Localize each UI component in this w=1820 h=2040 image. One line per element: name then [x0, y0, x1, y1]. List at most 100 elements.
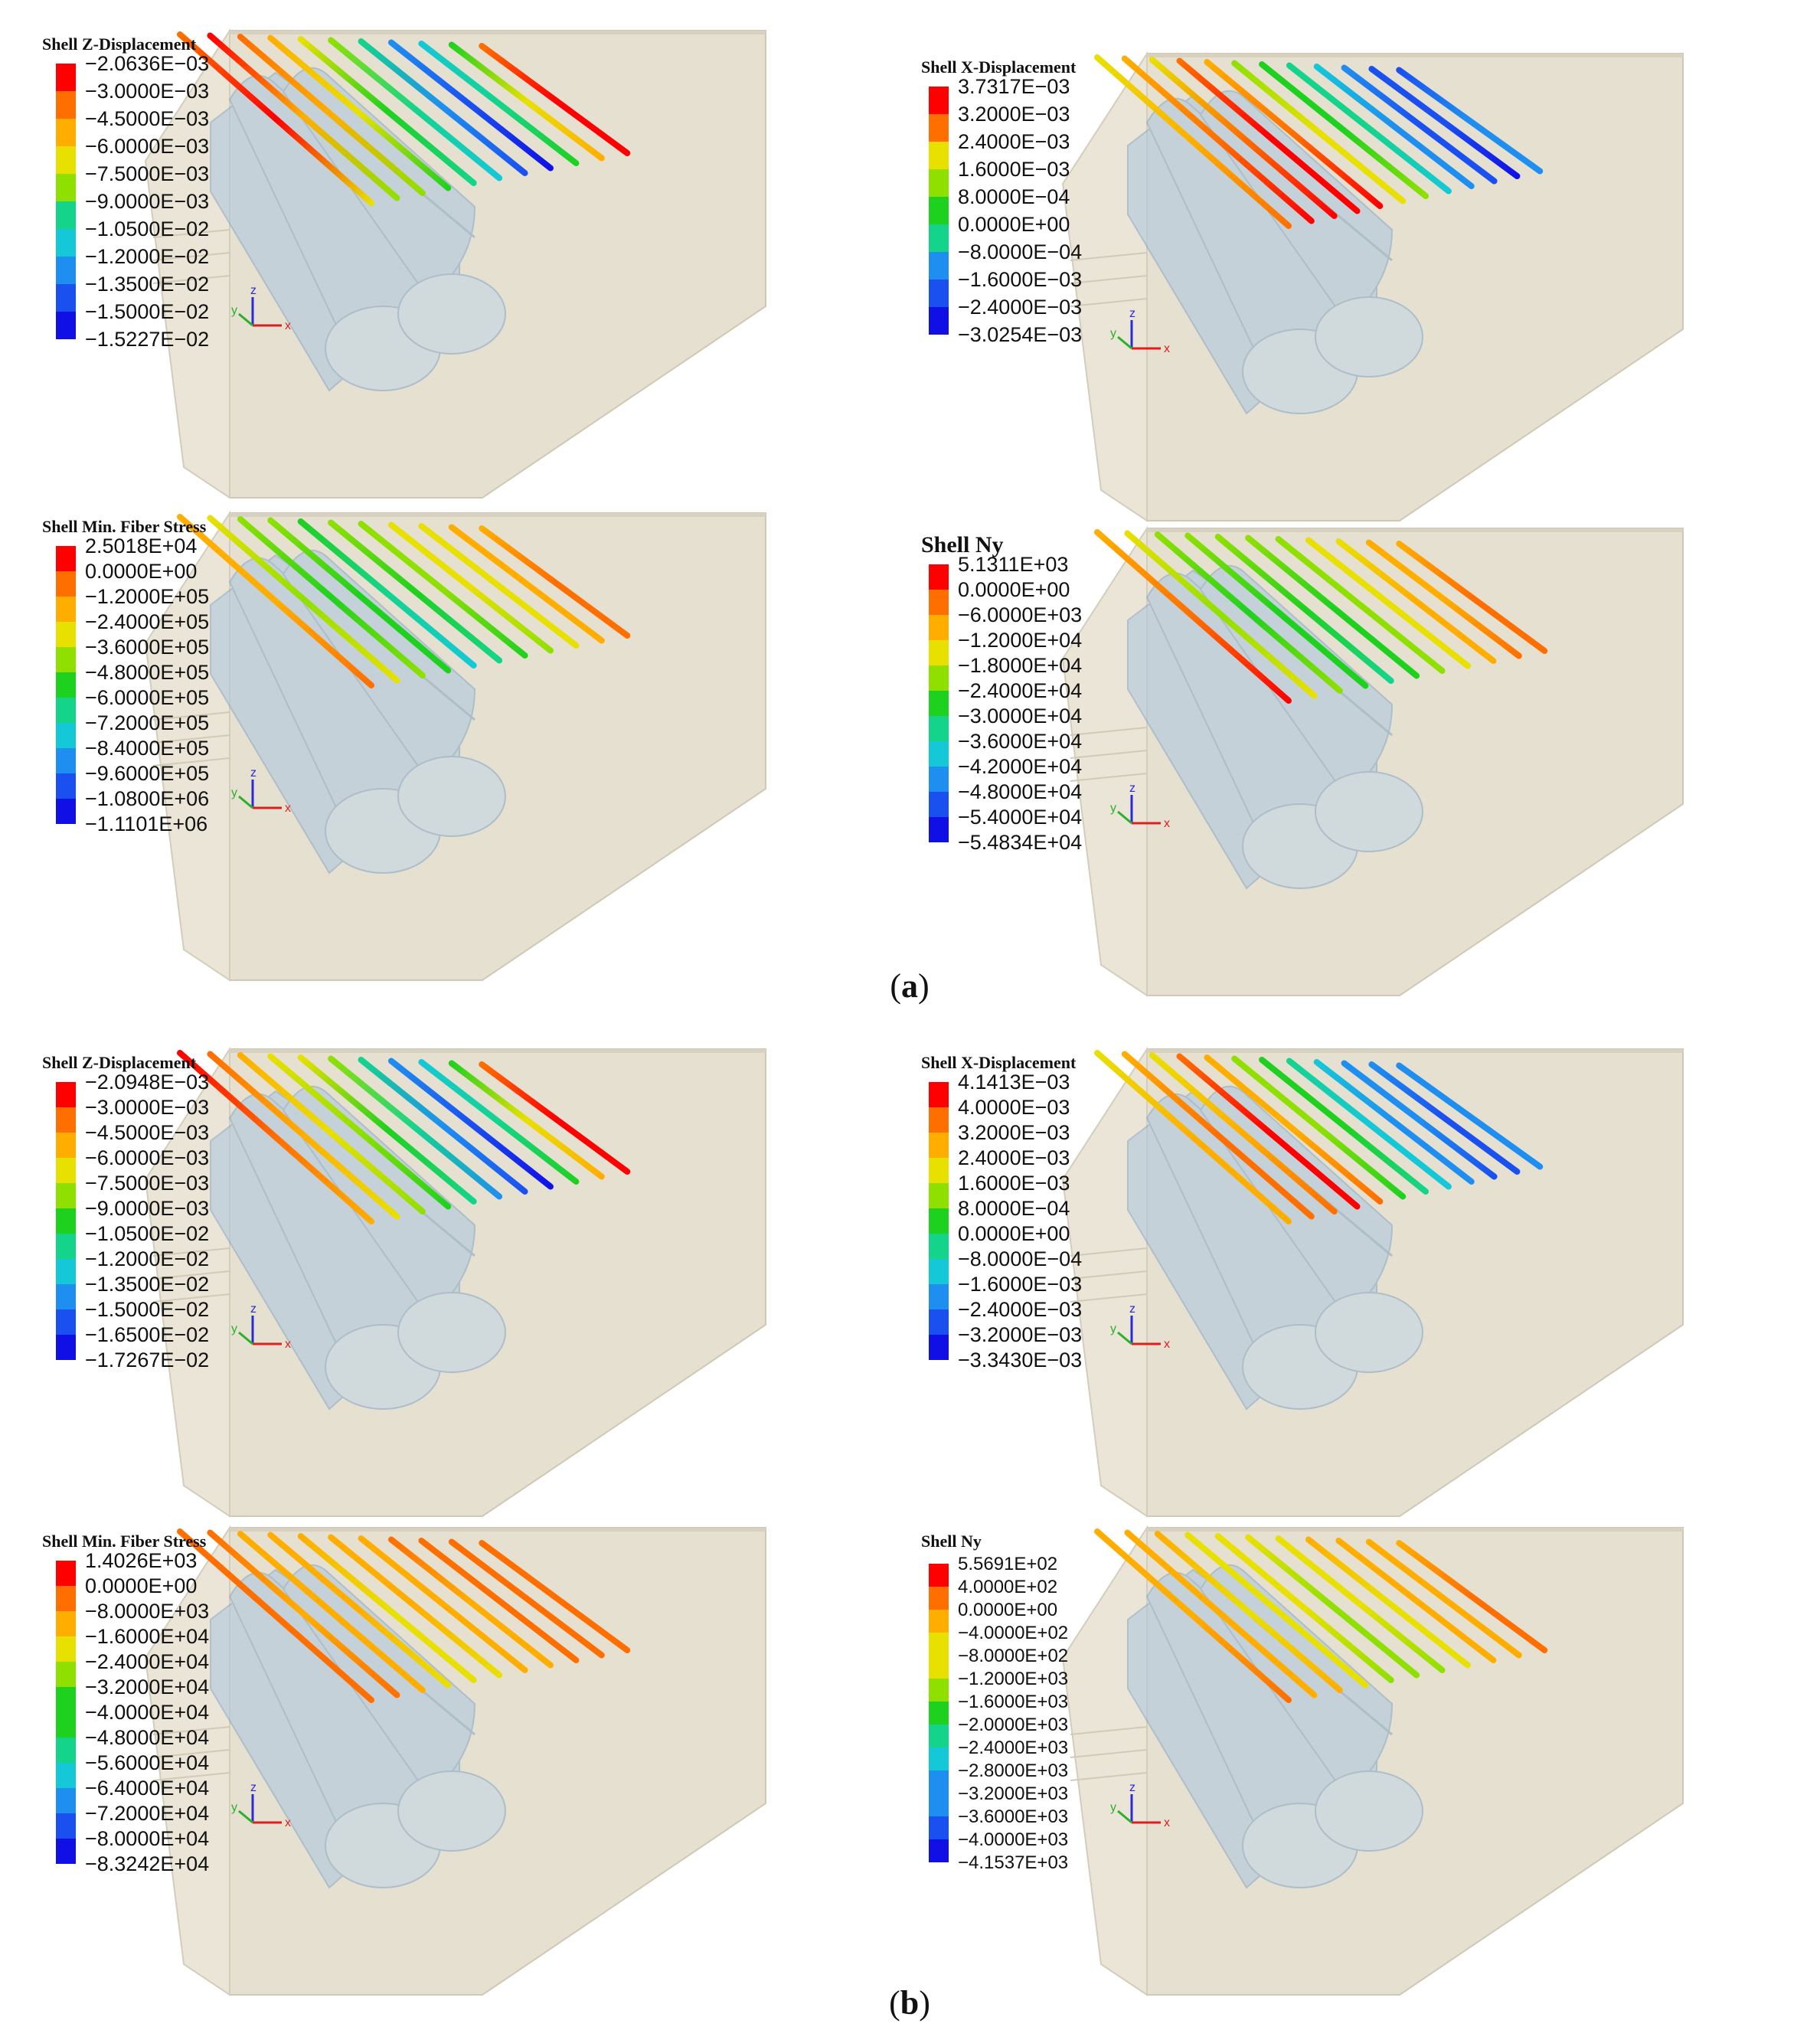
shell-line: [1184, 532, 1369, 689]
legend-swatch: [56, 64, 76, 91]
shell-line: [1121, 1051, 1315, 1220]
shell-line: [1275, 1535, 1446, 1673]
shell-line: [328, 1534, 503, 1679]
legend-tick-label: −1.6000E−03: [958, 268, 1083, 292]
legend-tick-label: 5.5691E+02: [958, 1553, 1058, 1574]
shell-line: [237, 516, 426, 678]
caption-b: (b): [889, 1984, 930, 2022]
soil-layer-line: [1070, 773, 1148, 782]
tunnel-end-right: [1315, 771, 1423, 852]
legend-tick-label: 8.0000E−04: [958, 1197, 1070, 1221]
tunnel-end-right: [397, 273, 506, 355]
legend-swatch: [929, 1725, 949, 1747]
shell-line: [479, 525, 631, 639]
axes-triad: z x y: [1109, 781, 1178, 842]
legend-swatch: [56, 1586, 76, 1611]
legend-tick-label: −7.2000E+05: [85, 711, 210, 735]
legend-swatch: [929, 1702, 949, 1725]
legend-tick-label: −1.6000E+04: [85, 1625, 210, 1649]
legend-tick-label: 8.0000E−04: [958, 185, 1070, 209]
legend-swatch: [929, 224, 949, 252]
legend-tick-label: −1.0500E−02: [85, 217, 210, 241]
shell-line: [358, 38, 528, 176]
legend-tick-label: −1.2000E+05: [85, 585, 210, 609]
shell-line: [418, 1059, 580, 1185]
legend-tick-label: −7.5000E−03: [85, 162, 210, 186]
legend-swatch: [56, 1763, 76, 1788]
shell-line: [1259, 61, 1430, 199]
legend-tick-label: −1.2000E+03: [958, 1668, 1069, 1689]
legend-tick-label: −4.8000E+04: [958, 780, 1083, 804]
legend-tick-label: −4.8000E+05: [85, 661, 210, 685]
model-scene: [144, 28, 766, 499]
color-legend: Shell Ny 5.1311E+03 0.0000E+00 −6.0000E+03−…: [921, 532, 1151, 875]
legend-tick-label: −9.6000E+05: [85, 762, 210, 786]
shell-lines: [1094, 1050, 1544, 1224]
soil-layer-line: [1070, 727, 1148, 736]
legend-tick-label: −2.4000E+04: [958, 679, 1083, 703]
shell-line: [267, 517, 452, 674]
legend-swatch: [56, 1636, 76, 1662]
shell-line: [267, 1532, 452, 1689]
legend-swatch: [56, 748, 76, 773]
legend-swatch: [56, 546, 76, 571]
axes-triad: z x y: [1109, 1302, 1178, 1363]
legend-swatch: [56, 1738, 76, 1763]
legend-swatch: [56, 698, 76, 723]
soil-layer-line: [152, 757, 230, 767]
legend-tick-label: −3.0000E−03: [85, 1096, 210, 1120]
shell-line: [448, 524, 605, 644]
legend-swatch: [56, 799, 76, 824]
panel-b-x-displacement: Shell X-Displacement 4.1413E−03 4.0000E−03…: [910, 1026, 1819, 1524]
legend-swatch: [56, 201, 76, 229]
legend-title: Shell Min. Fiber Stress: [42, 1532, 207, 1551]
shell-line: [297, 518, 477, 669]
axes-triad: z x y: [1109, 306, 1178, 368]
legend-swatch: [56, 312, 76, 339]
shell-line: [1396, 67, 1544, 175]
legend-swatch: [56, 284, 76, 312]
soil-layer-line: [152, 1726, 230, 1735]
shell-line: [1149, 1052, 1338, 1215]
shell-line: [1335, 1538, 1497, 1663]
shell-line: [1245, 535, 1420, 679]
legend-swatch: [56, 1662, 76, 1687]
color-legend: Shell X-Displacement 4.1413E−03 4.0000E−03…: [921, 1053, 1151, 1393]
legend-swatch: [929, 615, 949, 640]
color-legend: Shell Min. Fiber Stress 2.5018E+04 0.0000E…: [34, 517, 264, 857]
soil-layer-line: [1070, 1270, 1148, 1280]
legend-swatch: [929, 1793, 949, 1816]
soil-layer-line: [1070, 1726, 1148, 1735]
legend-color-bar: [56, 1561, 76, 1864]
legend-tick-label: −3.0000E+04: [958, 705, 1083, 728]
shell-line: [1149, 57, 1338, 219]
shell-line: [1341, 64, 1498, 185]
legend-swatch: [56, 1158, 76, 1183]
shell-line: [1365, 539, 1522, 659]
legend-swatch: [929, 1587, 949, 1610]
legend-swatch: [929, 1610, 949, 1633]
legend-swatch: [929, 142, 949, 169]
shell-line: [1286, 1058, 1452, 1190]
shell-line: [1094, 1050, 1292, 1224]
legend-tick-label: −2.4000E−03: [958, 1298, 1083, 1322]
legend-tick-label: −3.0254E−03: [958, 323, 1083, 347]
shell-line: [297, 1054, 477, 1205]
axes-triad: z x y: [230, 766, 299, 827]
shell-line: [358, 1535, 528, 1673]
axis-x-label: x: [1164, 1816, 1170, 1829]
shell-line: [1094, 529, 1292, 704]
legend-tick-label: −3.6000E+04: [958, 730, 1083, 754]
legend-tick-label: −9.0000E−03: [85, 1197, 210, 1221]
legend-color-bar: [56, 546, 76, 824]
shell-lines: [177, 1528, 631, 1703]
legend-tick-label: −4.5000E−03: [85, 1121, 210, 1145]
shell-line: [1176, 1053, 1361, 1210]
legend-swatch: [929, 716, 949, 741]
legend-swatch: [929, 564, 949, 590]
shell-line: [1313, 64, 1475, 189]
legend-tick-label: −2.4000E+03: [958, 1737, 1069, 1758]
legend-tick-label: 0.0000E+00: [958, 578, 1070, 602]
shell-line: [1094, 1528, 1292, 1703]
legend-tick-label: 4.0000E+02: [958, 1576, 1058, 1597]
